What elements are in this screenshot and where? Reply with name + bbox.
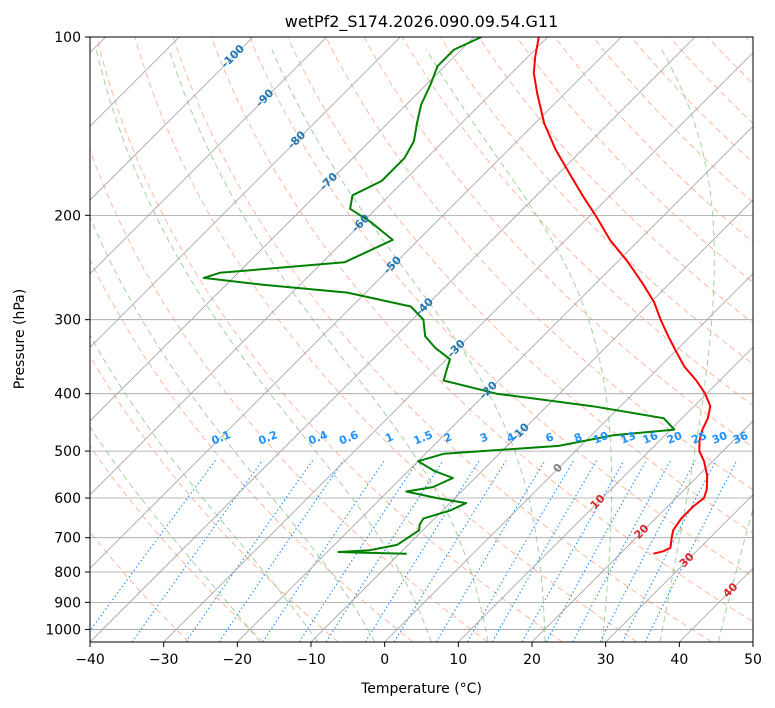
mixing-ratio-line [491, 460, 598, 642]
isotherm-line [90, 37, 254, 201]
mixing-ratio-line [521, 460, 625, 642]
moist-adiabat [717, 506, 753, 642]
y-tick-label: 500 [54, 444, 81, 460]
isotherm-line [531, 420, 753, 642]
temperature-profile [532, 37, 712, 555]
dry-adiabat [90, 258, 414, 642]
y-tick-label: 100 [54, 30, 81, 46]
x-tick-label: 50 [744, 652, 762, 668]
y-tick-label: 800 [54, 565, 81, 581]
dry-adiabat [630, 37, 753, 164]
mixing-ratio-line [131, 460, 263, 642]
y-tick-label: 300 [54, 313, 81, 329]
y-tick-label: 400 [54, 387, 81, 403]
mixing-ratio-label: 36 [731, 429, 750, 447]
mixing-ratio-label: 25 [690, 429, 709, 447]
x-axis-label: Temperature (°C) [360, 681, 482, 697]
mixing-ratio-line [90, 460, 216, 632]
x-tick-label: 30 [597, 652, 615, 668]
mixing-ratio-label: 1 [383, 430, 395, 445]
isotherm-line [237, 125, 753, 642]
isotherm-line [90, 37, 548, 496]
moist-adiabat [271, 49, 546, 642]
mixing-ratio-label: 16 [641, 429, 660, 447]
mixing-ratio-label: 2 [442, 430, 454, 445]
dry-adiabat [478, 37, 753, 324]
isotherm-line [605, 494, 753, 642]
moist-adiabat [168, 49, 489, 642]
mixing-ratio-label: 8 [572, 430, 584, 445]
dry-adiabat [90, 445, 264, 642]
mixing-ratio-line [467, 460, 575, 642]
y-tick-label: 700 [54, 531, 81, 547]
isotherm-line [90, 37, 622, 569]
isotherm-line [90, 37, 696, 642]
x-tick-label: −10 [296, 652, 326, 668]
dry-adiabat [96, 37, 563, 642]
dry-adiabat [210, 37, 753, 623]
mixing-ratio-label: 3 [478, 430, 490, 445]
dry-adiabat [592, 37, 753, 203]
y-tick-label: 600 [54, 491, 81, 507]
y-tick-label: 900 [54, 595, 81, 611]
x-tick-label: −30 [149, 652, 179, 668]
x-tick-label: −40 [75, 652, 105, 668]
plot-area: -100-90-80-70-60-50-40-30-20-10010203040… [90, 37, 753, 642]
isotherm-line [384, 273, 753, 642]
dry-adiabat [287, 37, 753, 534]
mixing-ratio-label: 10 [591, 429, 610, 447]
mixing-ratio-label: 13 [619, 429, 638, 447]
mixing-ratio-line [644, 460, 738, 642]
dry-adiabat [363, 37, 753, 448]
dry-adiabat [172, 37, 712, 642]
moist-adiabat [95, 49, 432, 642]
mixing-ratio-line [262, 460, 385, 642]
moist-adiabat [90, 334, 319, 642]
y-tick-label: 200 [54, 208, 81, 224]
dry-adiabat [134, 37, 638, 642]
x-tick-label: 40 [670, 652, 688, 668]
y-axis-label: Pressure (hPa) [12, 289, 28, 389]
mixing-ratio-label: 30 [710, 429, 729, 447]
isotherm-line [90, 37, 401, 348]
plot-frame [89, 36, 754, 643]
x-tick-label: 0 [380, 652, 389, 668]
dry-adiabat [516, 37, 753, 284]
chart-title: wetPf2_S174.2026.090.09.54.G11 [285, 12, 559, 32]
isotherm-line [310, 199, 753, 642]
x-tick-label: 20 [523, 652, 541, 668]
moist-adiabat [90, 426, 261, 642]
y-tick-label: 1000 [45, 622, 81, 638]
mixing-ratio-line [185, 460, 314, 642]
dry-adiabat [325, 37, 753, 491]
mixing-ratio-label: 20 [665, 429, 684, 447]
isotherm-line [90, 37, 327, 275]
x-tick-label: 10 [449, 652, 467, 668]
isotherm-line [458, 346, 753, 642]
x-tick-label: −20 [223, 652, 253, 668]
isotherm-line [90, 37, 475, 422]
moist-adiabat [659, 49, 715, 642]
mixing-ratio-line [435, 460, 546, 642]
mixing-ratio-line [218, 460, 344, 642]
mixing-ratio-line [545, 460, 647, 642]
dewpoint-profile [202, 37, 676, 555]
axes: −40 −30 −20 −10 0 10 20 30 40 50 1000 900 800 700 600 5… [45, 30, 762, 668]
dry-adiabat [401, 37, 753, 406]
isotherm-line [163, 52, 753, 642]
